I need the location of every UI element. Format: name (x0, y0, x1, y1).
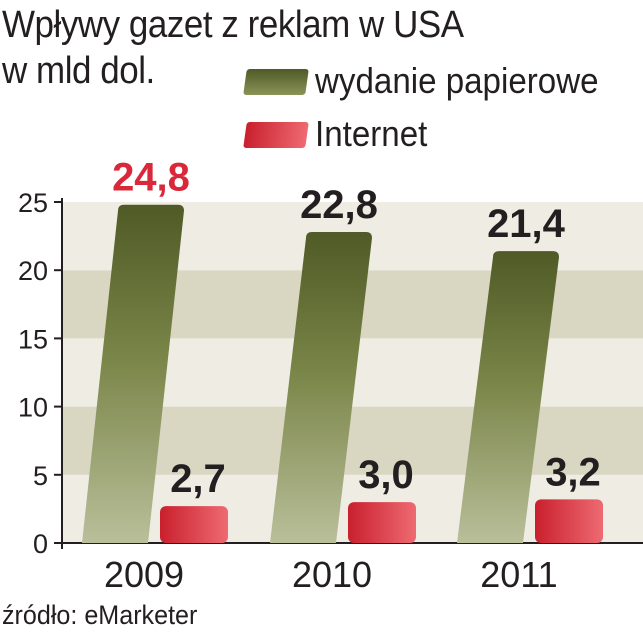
y-tick-label: 10 (18, 393, 48, 423)
value-label-paper: 21,4 (487, 202, 566, 246)
bar-internet (348, 502, 416, 543)
value-label-paper: 22,8 (300, 183, 378, 227)
legend-label-paper: wydanie papierowe (315, 60, 599, 101)
y-tick-label: 5 (33, 461, 48, 491)
value-label-paper: 24,8 (112, 156, 190, 200)
title-line-1: Wpływy gazet z reklam w USA (2, 4, 464, 46)
x-tick-label: 2010 (292, 554, 372, 595)
y-tick-label: 20 (18, 256, 48, 286)
y-tick-label: 0 (33, 529, 48, 559)
value-label-internet: 3,0 (358, 453, 414, 497)
bar-internet (160, 506, 228, 543)
bar-paper (457, 251, 559, 543)
y-tick-label: 25 (18, 188, 48, 218)
bar-internet (535, 499, 603, 543)
bar-paper (82, 204, 184, 543)
x-tick-label: 2011 (480, 554, 557, 595)
value-label-internet: 2,7 (170, 457, 226, 501)
legend-swatch-internet (243, 122, 309, 148)
source-note: źródło: eMarketer (2, 600, 198, 630)
bar-chart: 0 5 10 15 20 25 24,8 2,7 22,8 3,0 21,4 3,2 2009 201… (18, 156, 643, 595)
value-label-internet: 3,2 (545, 450, 601, 494)
legend-label-internet: Internet (315, 113, 428, 154)
chart-title: Wpływy gazet z reklam w USA w mld dol. (2, 2, 504, 94)
x-tick-label: 2009 (104, 554, 184, 595)
bar-paper (270, 232, 372, 543)
title-line-2: w mld dol. (2, 50, 155, 92)
legend-swatch-paper (243, 69, 309, 95)
y-tick-label: 15 (18, 324, 48, 354)
